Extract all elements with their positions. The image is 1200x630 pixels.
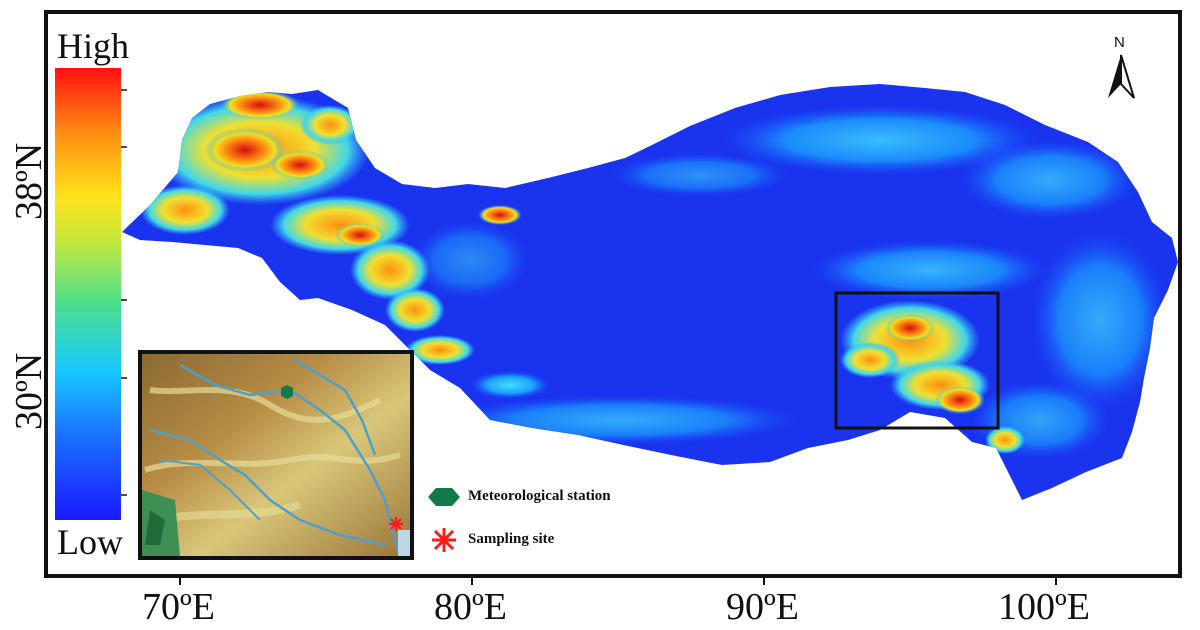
inset-map bbox=[138, 350, 414, 560]
colorbar-low-label: Low bbox=[57, 522, 123, 562]
green-hexagon-icon bbox=[281, 385, 293, 399]
lon-tick-marks bbox=[179, 578, 1057, 585]
lon-label-100e: 100ºE bbox=[998, 586, 1090, 628]
north-label: N bbox=[1114, 34, 1125, 51]
colorbar-ticks bbox=[121, 89, 127, 496]
lon-label-70e: 70ºE bbox=[142, 586, 215, 628]
red-asterisk-icon bbox=[432, 528, 456, 552]
lat-label-30n: 30ºN bbox=[8, 352, 50, 430]
legend-sampling-site: Sampling site bbox=[468, 531, 555, 547]
lon-label-80e: 80ºE bbox=[434, 586, 507, 628]
green-hexagon-icon bbox=[428, 488, 460, 506]
red-asterisk-icon-inset bbox=[389, 517, 403, 531]
legend-meteorological-station: Meteorological station bbox=[468, 488, 611, 504]
lon-label-90e: 90ºE bbox=[726, 586, 799, 628]
lat-label-38n: 38ºN bbox=[8, 142, 50, 220]
study-area-box bbox=[834, 291, 1000, 430]
north-arrow-icon bbox=[1108, 54, 1135, 99]
colorbar-high-label: High bbox=[57, 26, 129, 66]
colorbar bbox=[55, 68, 121, 520]
